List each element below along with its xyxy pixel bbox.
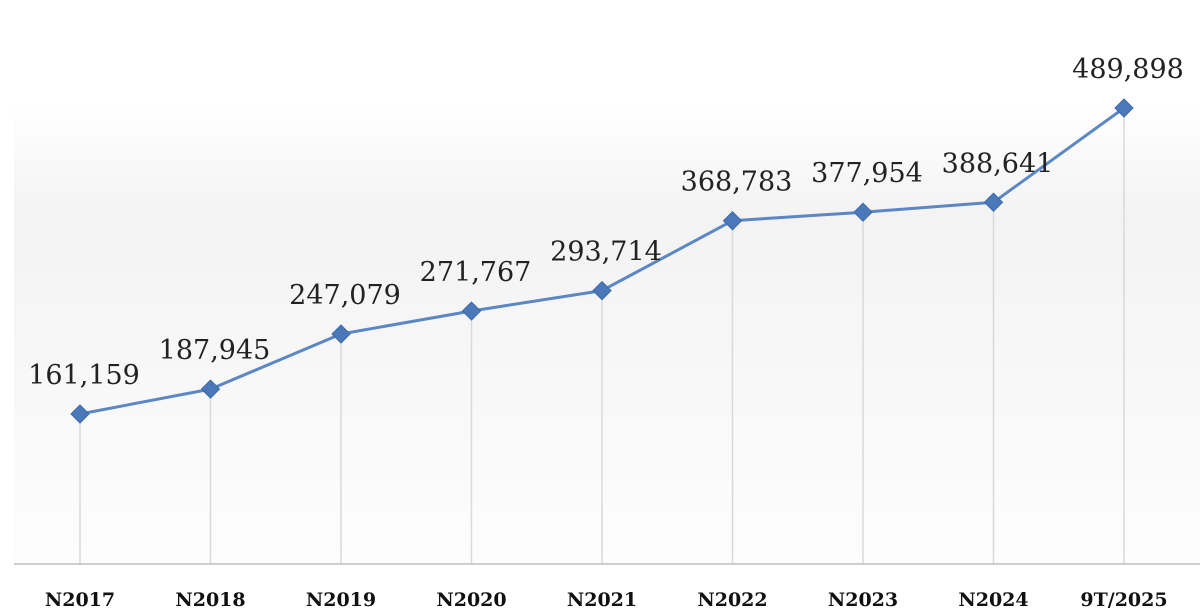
x-tick-label: N2018 [175,589,245,611]
x-tick-label: N2023 [828,589,898,611]
data-label: 187,945 [159,335,271,366]
x-tick-label: 9T/2025 [1080,589,1167,611]
data-label: 489,898 [1072,54,1184,85]
data-label: 271,767 [420,257,532,288]
data-point-marker [200,379,221,399]
data-labels: 161,159 187,945 247,079 271,767 293,714 368,7… [28,54,1184,391]
drop-lines [79,108,1125,564]
data-point-marker [722,211,743,231]
data-label: 293,714 [550,237,662,268]
data-point-marker [592,280,612,301]
data-point-marker [331,324,351,344]
data-point-marker [70,404,90,424]
data-point-marker [1114,98,1134,118]
x-tick-label: N2019 [306,589,376,611]
x-tick-label: N2020 [436,589,506,611]
markers [70,98,1134,424]
x-tick-label: N2017 [45,589,115,611]
x-tick-label: N2024 [958,589,1028,611]
x-tick-label: N2022 [697,589,767,611]
data-point-marker [983,192,1004,212]
data-label: 377,954 [811,158,923,189]
data-point-marker [853,202,873,222]
data-label: 161,159 [28,360,140,391]
x-tick-label: N2021 [567,589,637,611]
x-tick-labels: N2017 N2018 N2019 N2020 N2021 N2022 N2023 N2024… [45,589,1168,611]
data-point-marker [461,301,482,321]
plot-background [14,100,1200,564]
data-label: 247,079 [289,280,401,311]
data-label: 388,641 [942,148,1054,179]
data-label: 368,783 [681,167,793,198]
